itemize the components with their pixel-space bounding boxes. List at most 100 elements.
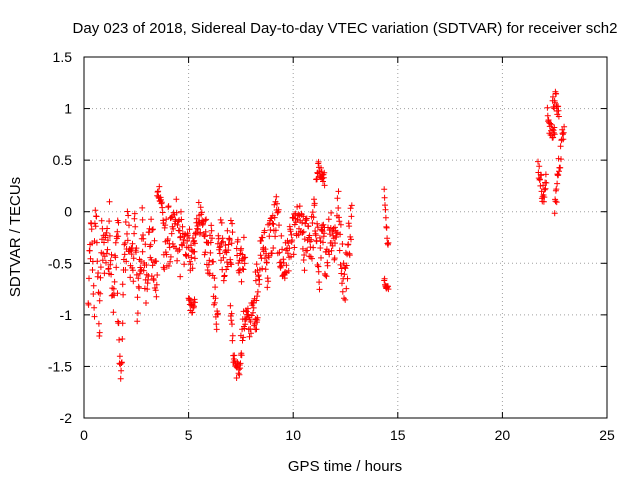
data-point: [136, 270, 143, 277]
data-point: [211, 299, 218, 306]
data-point: [288, 231, 295, 238]
data-point: [248, 312, 255, 319]
data-point: [253, 297, 260, 304]
data-point: [149, 262, 156, 269]
data-point: [186, 226, 193, 233]
data-point: [289, 237, 296, 244]
data-point: [139, 216, 146, 223]
data-point: [256, 276, 263, 283]
x-tick-label: 15: [390, 427, 406, 443]
data-point: [134, 310, 141, 317]
data-point: [225, 247, 232, 254]
data-point: [236, 371, 243, 378]
data-point: [106, 232, 113, 239]
data-point: [328, 209, 335, 216]
data-point: [188, 242, 194, 249]
data-point: [538, 188, 545, 195]
data-point: [90, 282, 97, 289]
data-point: [112, 239, 119, 246]
y-tick-label: -1: [60, 307, 73, 323]
data-point: [315, 158, 322, 165]
data-point: [310, 244, 317, 251]
data-point: [248, 330, 254, 337]
data-point: [159, 209, 166, 216]
data-point: [315, 268, 322, 275]
data-point: [214, 310, 221, 317]
data-point: [228, 317, 235, 324]
data-point: [122, 219, 129, 225]
data-point: [155, 188, 162, 195]
data-point: [104, 225, 111, 232]
data-point: [166, 244, 173, 251]
data-point: [544, 104, 551, 111]
data-point: [227, 217, 234, 224]
data-point: [348, 213, 355, 220]
data-point: [291, 244, 298, 251]
data-point: [99, 257, 106, 264]
data-point: [140, 267, 147, 274]
data-point: [383, 224, 390, 231]
data-point: [144, 286, 151, 293]
data-point: [156, 183, 163, 190]
data-point: [239, 265, 246, 272]
data-point: [337, 221, 344, 228]
data-point: [270, 221, 277, 228]
data-point: [191, 255, 198, 262]
data-point: [265, 278, 272, 285]
data-point: [273, 193, 280, 200]
x-axis-label: GPS time / hours: [288, 458, 402, 475]
data-point: [103, 259, 109, 266]
data-point: [233, 375, 240, 381]
data-point: [310, 214, 317, 221]
data-point: [212, 295, 219, 302]
data-point: [239, 251, 246, 258]
data-point: [131, 210, 138, 217]
data-point: [329, 228, 336, 235]
data-point: [262, 255, 268, 262]
data-point: [135, 275, 142, 282]
data-point: [154, 272, 161, 278]
data-point: [279, 246, 286, 253]
data-point: [246, 333, 253, 340]
data-point: [93, 213, 100, 220]
data-point: [134, 318, 141, 325]
data-point: [209, 235, 215, 242]
data-point: [201, 232, 208, 239]
data-point: [339, 288, 346, 295]
data-point: [114, 228, 121, 235]
data-point: [176, 246, 183, 253]
data-point: [169, 240, 176, 247]
data-point: [92, 207, 99, 214]
data-point: [314, 224, 321, 231]
data-point: [213, 326, 220, 333]
data-point: [184, 232, 191, 239]
data-point: [206, 257, 213, 264]
data-point: [193, 215, 200, 222]
data-point: [143, 262, 150, 268]
data-point: [198, 209, 205, 216]
data-point: [269, 220, 276, 227]
data-point: [238, 352, 245, 359]
data-point: [229, 229, 236, 236]
data-point: [276, 222, 282, 229]
data-point: [385, 286, 392, 293]
data-point: [212, 284, 219, 291]
data-point: [110, 285, 117, 292]
data-point: [323, 273, 330, 280]
data-point: [103, 250, 110, 257]
data-point: [269, 250, 275, 257]
data-point: [337, 261, 344, 268]
data-point: [325, 248, 332, 255]
data-point: [332, 240, 338, 247]
data-point: [138, 258, 144, 265]
data-point: [538, 172, 545, 179]
data-point: [294, 203, 301, 210]
data-point: [174, 222, 181, 228]
data-point: [385, 239, 392, 246]
data-point: [122, 267, 129, 273]
data-point: [254, 314, 261, 321]
data-point: [114, 290, 121, 297]
data-point: [275, 206, 282, 213]
data-point: [328, 247, 335, 254]
data-point: [299, 229, 306, 236]
